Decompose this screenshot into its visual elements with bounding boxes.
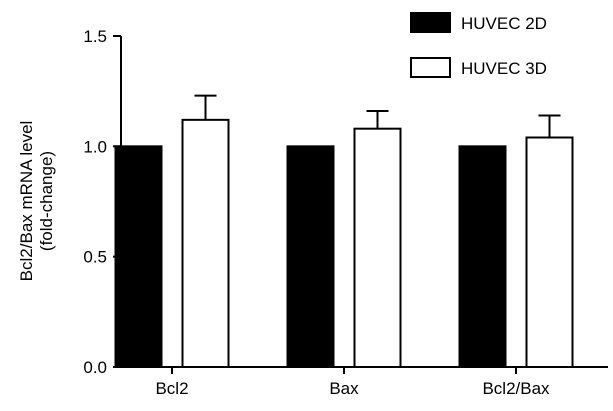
- x-label-bax: Bax: [329, 379, 359, 398]
- x-label-bcl2: Bcl2: [155, 379, 188, 398]
- y-axis-title-line-2: (fold-change): [37, 151, 56, 251]
- y-ticks: 0.0 0.5 1.0 1.5: [83, 27, 121, 377]
- legend-swatch-huvec-2d: [410, 12, 451, 33]
- y-tick-label: 0.0: [83, 358, 107, 377]
- axes: [120, 36, 608, 368]
- y-tick-label: 1.5: [83, 27, 107, 46]
- x-label-bcl2-bax: Bcl2/Bax: [482, 379, 550, 398]
- plot-area: [114, 94, 574, 368]
- y-axis-title-line-1: Bcl2/Bax mRNA level: [17, 121, 36, 282]
- y-tick-label: 0.5: [83, 248, 107, 267]
- y-tick-label: 1.0: [83, 137, 107, 156]
- bar-huvec-2d-bcl2: [114, 145, 163, 368]
- legend: HUVEC 2D HUVEC 3D: [410, 12, 547, 78]
- legend-label-huvec-2d: HUVEC 2D: [461, 14, 547, 33]
- bar-huvec-2d-bax: [286, 145, 335, 368]
- y-axis-title: Bcl2/Bax mRNA level (fold-change): [17, 121, 56, 282]
- x-category-labels: Bcl2 Bax Bcl2/Bax: [155, 367, 550, 398]
- legend-swatch-huvec-3d: [410, 57, 451, 78]
- bar-huvec-3d-bcl2: [181, 118, 230, 368]
- bar-huvec-3d-bcl2-bax: [525, 136, 574, 368]
- bar-huvec-3d-bax: [353, 127, 402, 368]
- bar-huvec-2d-bcl2-bax: [458, 145, 507, 368]
- legend-label-huvec-3d: HUVEC 3D: [461, 59, 547, 78]
